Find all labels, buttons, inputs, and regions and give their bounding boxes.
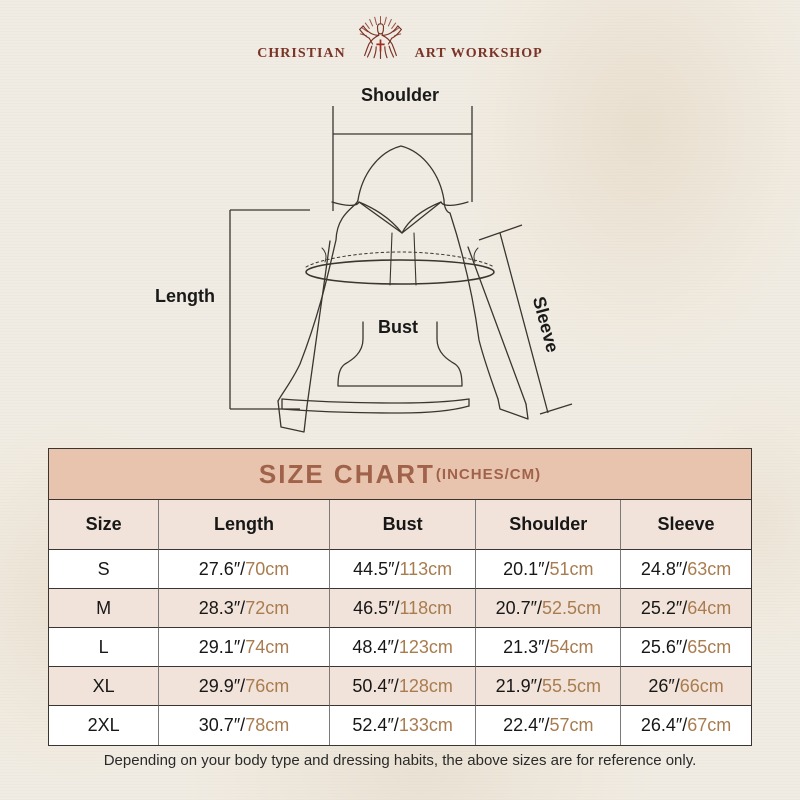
svg-text:Sleeve: Sleeve xyxy=(529,294,563,354)
svg-text:Shoulder: Shoulder xyxy=(361,85,439,105)
svg-text:Bust: Bust xyxy=(378,317,418,337)
svg-text:Length: Length xyxy=(155,286,215,306)
